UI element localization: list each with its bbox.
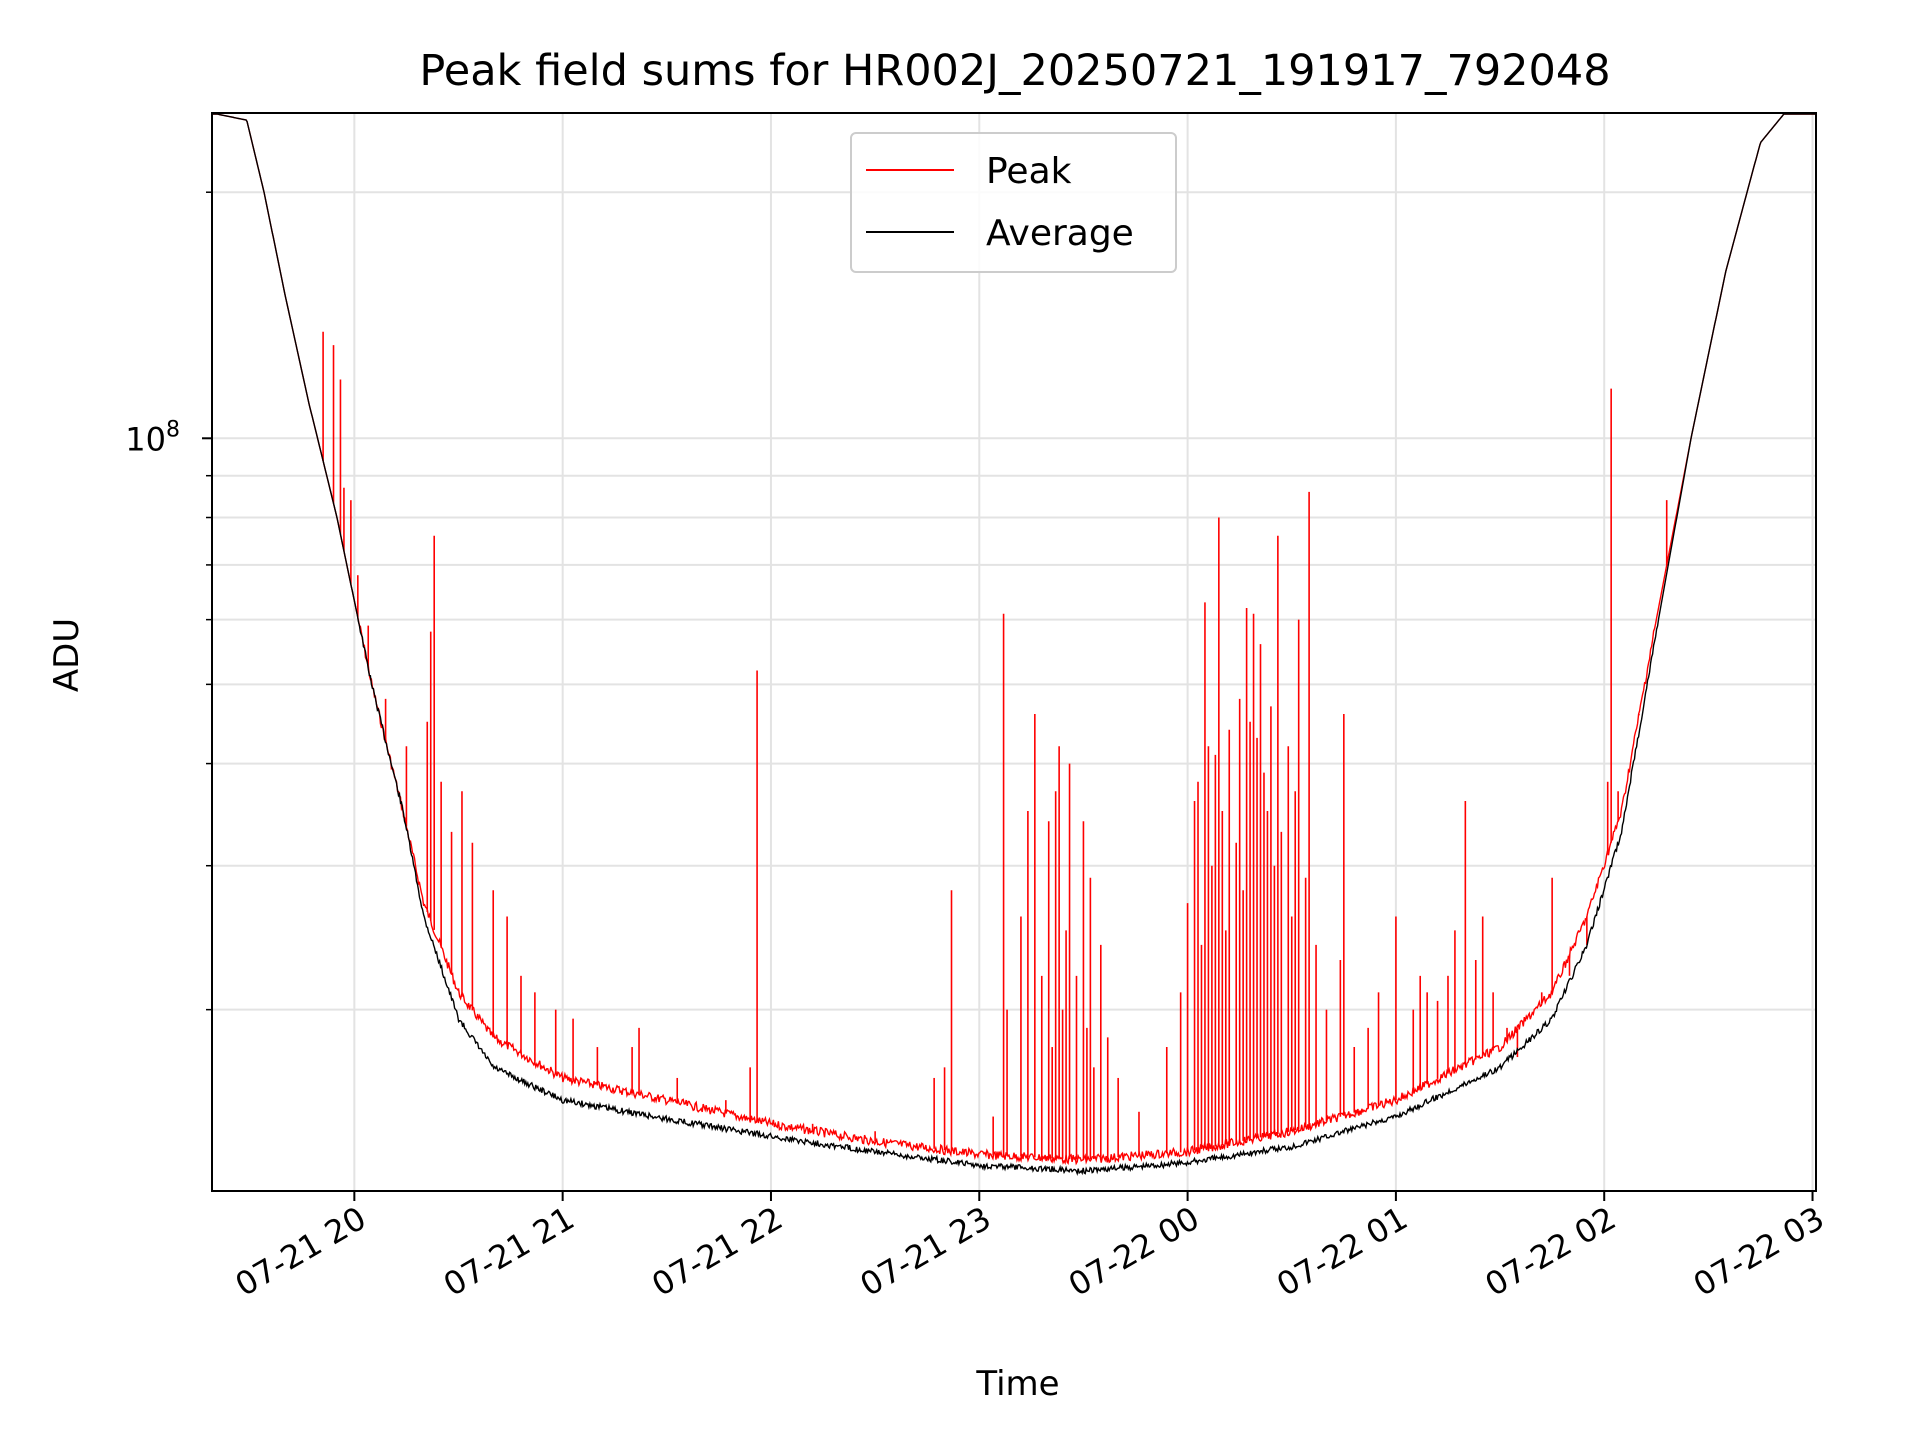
legend-box: [850, 132, 1177, 273]
x-axis-label: Time: [975, 1364, 1059, 1404]
y-tick-label-base: 10: [125, 420, 166, 458]
y-axis-label: ADU: [47, 618, 87, 692]
legend-label-peak: Peak: [986, 151, 1072, 192]
average-series-line: [212, 113, 1816, 1176]
chart-title: Peak field sums for HR002J_20250721_1919…: [419, 46, 1610, 96]
y-tick-label-exponent: 8: [166, 417, 180, 442]
plot-area: [211, 112, 1817, 1192]
plot-background: [212, 113, 1816, 1191]
series-layer: [212, 113, 1816, 1176]
y-axis: 108: [125, 191, 212, 1011]
legend: Peak Average: [850, 132, 1177, 273]
grid-lines: [212, 113, 1816, 1191]
peak-series-line: [212, 113, 1816, 1166]
legend-label-average: Average: [986, 213, 1134, 254]
plot-frame: [211, 112, 1817, 1192]
y-tick-label: 108: [125, 417, 180, 458]
